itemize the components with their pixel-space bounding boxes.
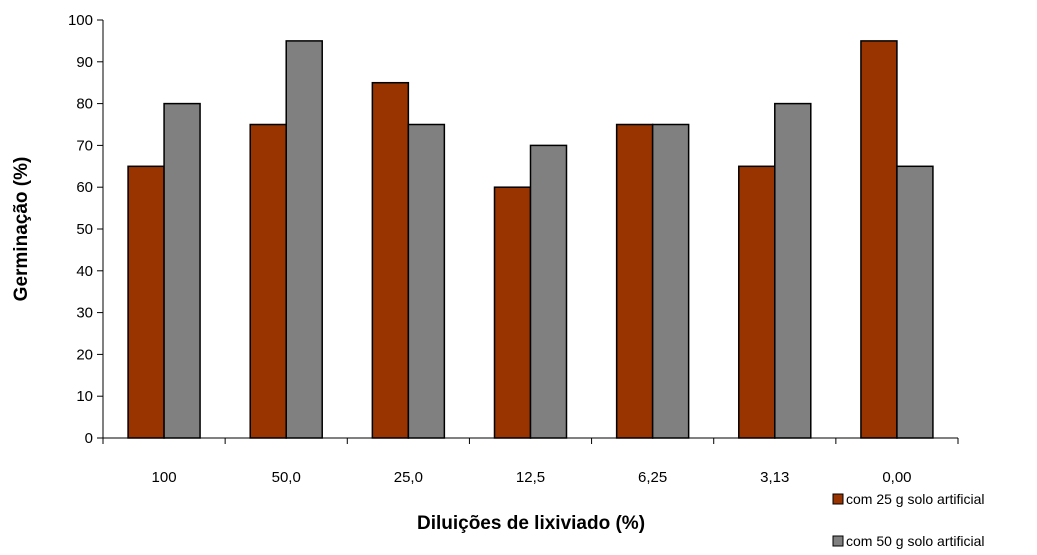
legend-label-2: com 50 g solo artificial: [846, 533, 985, 549]
legend-label-1: com 25 g solo artificial: [846, 491, 985, 507]
bar-series-2-3: [529, 144, 568, 439]
legend: com 25 g solo artificial com 50 g solo ar…: [832, 491, 985, 549]
y-tick-label: 70: [76, 137, 93, 154]
bars-group: [127, 40, 934, 439]
bar-series-2-6: [896, 165, 934, 439]
x-tick-label: 3,13: [760, 469, 789, 486]
bar-series-1-5: [738, 165, 776, 439]
bar-series-2-2: [407, 123, 446, 439]
bar-series-1-1: [249, 123, 287, 439]
y-tick-label: 50: [76, 221, 93, 238]
y-tick-label: 30: [76, 305, 93, 322]
x-tick-label: 12,5: [516, 469, 545, 486]
bar-series-2-1: [285, 40, 323, 439]
y-ticks-group: 0 10 20 30 40 50 60 70 80 90 100: [68, 12, 103, 447]
y-tick-label: 60: [76, 179, 93, 196]
x-ticks-group: 100 50,0 25,0 12,5 6,25 3,13 0,00: [102, 438, 959, 486]
x-tick-label: 0,00: [882, 469, 911, 486]
bar-series-1-0: [127, 165, 165, 439]
x-tick-label: 25,0: [394, 469, 423, 486]
x-tick-label: 6,25: [638, 469, 667, 486]
bar-series-1-4: [615, 123, 654, 439]
bar-series-2-5: [774, 102, 812, 439]
bar-series-1-3: [493, 186, 532, 439]
y-tick-label: 40: [76, 263, 93, 280]
bar-series-2-0: [163, 102, 201, 439]
x-tick-label: 100: [152, 469, 177, 486]
bar-series-1-6: [860, 40, 898, 439]
y-tick-label: 20: [76, 346, 93, 363]
bar-series-1-2: [371, 81, 410, 439]
y-tick-label: 80: [76, 96, 93, 113]
y-axis-title: Germinação (%): [11, 157, 32, 302]
x-axis-title: Diluições de lixiviado (%): [417, 513, 645, 534]
y-tick-label: 0: [85, 430, 93, 447]
x-tick-label: 50,0: [272, 469, 301, 486]
y-tick-label: 10: [76, 388, 93, 405]
bar-series-2-4: [651, 123, 690, 439]
y-tick-label: 100: [68, 12, 93, 29]
legend-swatch-2: [832, 535, 844, 547]
legend-swatch-1: [832, 493, 844, 505]
y-tick-label: 90: [76, 54, 93, 71]
